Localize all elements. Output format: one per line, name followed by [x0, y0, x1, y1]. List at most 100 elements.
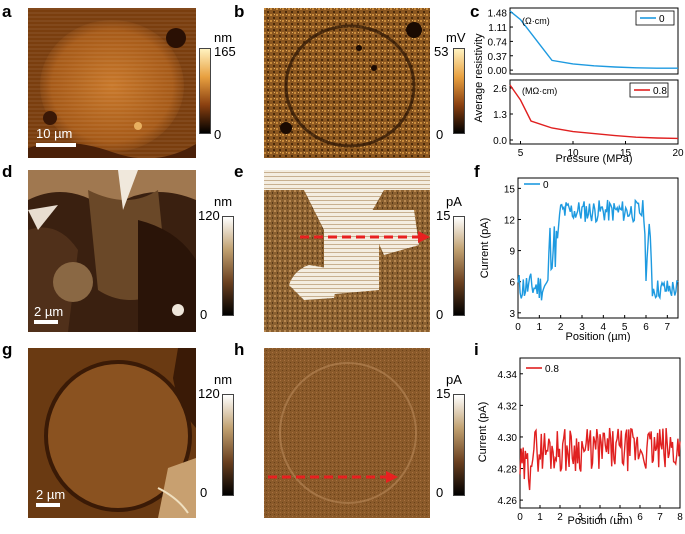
panel-label-g: g [2, 340, 13, 359]
colorbar-d [222, 216, 234, 316]
cafm-current-map-h [264, 348, 430, 518]
series-line-0 [509, 10, 678, 69]
colorbar-min-h: 0 [436, 485, 444, 500]
y-tick-label: 0.0 [493, 136, 507, 147]
afm-topography-map-a [28, 8, 196, 158]
scale-label-d: 2 µm [34, 304, 64, 319]
y-tick-label: 1.3 [493, 110, 507, 121]
y-tick-label: 15 [504, 184, 516, 195]
plot-frame [509, 79, 679, 145]
x-tick-label: 20 [672, 148, 684, 159]
colorbar-unit-b: mV [446, 30, 466, 45]
unit-note-top: (Ω·cm) [522, 16, 550, 26]
x-tick-label: 3 [577, 512, 583, 523]
x-tick-label: 8 [677, 512, 683, 523]
y-axis-label: Current (pA) [477, 402, 489, 463]
colorbar-unit-e: pA [446, 194, 462, 209]
y-tick-label: 4.30 [498, 433, 518, 444]
colorbar-min-b: 0 [436, 127, 444, 142]
y-axis-label: Average resistivity [473, 33, 485, 123]
x-tick-label: 10 [567, 148, 579, 159]
x-tick-label: 6 [643, 322, 649, 333]
panel-label-c: c [470, 2, 480, 21]
colorbar-g [222, 394, 234, 496]
colorbar-min-d: 0 [200, 307, 208, 322]
chart-i-current-profile: 4.26 4.28 4.30 4.32 4.34 0 1 2 3 4 5 6 7 8 0.8 Position… [477, 357, 683, 524]
y-tick-label: 12 [504, 215, 516, 226]
colorbar-unit-g: nm [214, 372, 233, 387]
cafm-current-map-e [264, 170, 430, 332]
colorbar-unit-h: pA [446, 372, 462, 387]
y-tick-label: 4.26 [498, 496, 518, 507]
y-tick-label: 6 [509, 278, 515, 289]
series-line-0-8 [519, 427, 681, 491]
y-tick-label: 0.37 [488, 52, 508, 63]
y-tick-label: 3 [509, 309, 515, 320]
colorbar-max-b: 53 [434, 44, 449, 59]
x-tick-label: 5 [622, 322, 628, 333]
panel-label-d: d [2, 162, 13, 181]
panel-label-b: b [234, 2, 245, 21]
colorbar-unit-a: nm [214, 30, 233, 45]
scale-label-g: 2 µm [36, 487, 66, 502]
legend-label: 0.8 [545, 364, 559, 375]
x-tick-label: 6 [637, 512, 643, 523]
legend-label: 0 [543, 180, 549, 191]
scale-bar-d [34, 320, 58, 324]
kpfm-potential-map-b [264, 8, 430, 158]
scale-label-a: 10 µm [36, 126, 73, 141]
legend-label: 0 [659, 14, 665, 25]
colorbar-min-g: 0 [200, 485, 208, 500]
colorbar-max-g: 120 [198, 386, 220, 401]
scale-bar-a [36, 143, 76, 147]
y-tick-label: 4.34 [498, 370, 518, 381]
arrowhead-h [386, 471, 398, 483]
colorbar-a [199, 48, 211, 134]
y-tick-label: 4.28 [498, 465, 518, 476]
x-axis-label: Pressure (MPa) [555, 153, 632, 165]
x-tick-label: 3 [579, 322, 585, 333]
plot-frame [519, 357, 681, 509]
panel-label-e: e [234, 162, 244, 181]
y-tick-label: 0.74 [488, 37, 508, 48]
x-tick-label: 7 [657, 512, 663, 523]
x-tick-label: 0 [515, 322, 521, 333]
y-tick-label: 4.32 [498, 401, 518, 412]
x-tick-label: 1 [537, 512, 543, 523]
colorbar-min-e: 0 [436, 307, 444, 322]
colorbar-e [453, 216, 465, 316]
panel-label-a: a [2, 2, 12, 21]
y-tick-label: 0.00 [488, 66, 508, 77]
x-tick-label: 5 [518, 148, 524, 159]
colorbar-b [453, 48, 465, 134]
x-tick-label: 5 [617, 512, 623, 523]
x-tick-label: 2 [557, 512, 563, 523]
x-tick-label: 15 [620, 148, 632, 159]
panel-label-f: f [474, 162, 480, 181]
y-tick-label: 1.11 [488, 23, 507, 34]
panel-label-i: i [474, 340, 479, 359]
x-axis-label: Position (µm) [565, 331, 630, 342]
afm-topography-map-g [28, 348, 196, 518]
legend-label: 0.8 [653, 86, 667, 97]
x-tick-label: 1 [537, 322, 543, 333]
chart-c-resistivity: 0.00 0.37 0.74 1.11 1.48 (Ω·cm) 0 0.0 1.3 2.6 5 10 1… [473, 7, 684, 165]
x-tick-label: 0 [517, 512, 523, 523]
y-tick-label: 9 [509, 247, 515, 258]
unit-note-bottom: (MΩ·cm) [522, 86, 557, 96]
panel-label-h: h [234, 340, 245, 359]
series-line-0-8 [509, 84, 679, 140]
colorbar-min-a: 0 [214, 127, 222, 142]
y-tick-label: 1.48 [488, 9, 508, 20]
colorbar-max-a: 165 [214, 44, 236, 59]
colorbar-unit-d: nm [214, 194, 233, 209]
colorbar-max-h: 15 [436, 386, 451, 401]
x-tick-label: 4 [597, 512, 603, 523]
y-axis-label: Current (pA) [479, 218, 491, 279]
y-tick-label: 2.6 [493, 84, 507, 95]
x-tick-label: 2 [558, 322, 564, 333]
scale-bar-g [36, 503, 60, 507]
plot-frame [517, 177, 679, 319]
